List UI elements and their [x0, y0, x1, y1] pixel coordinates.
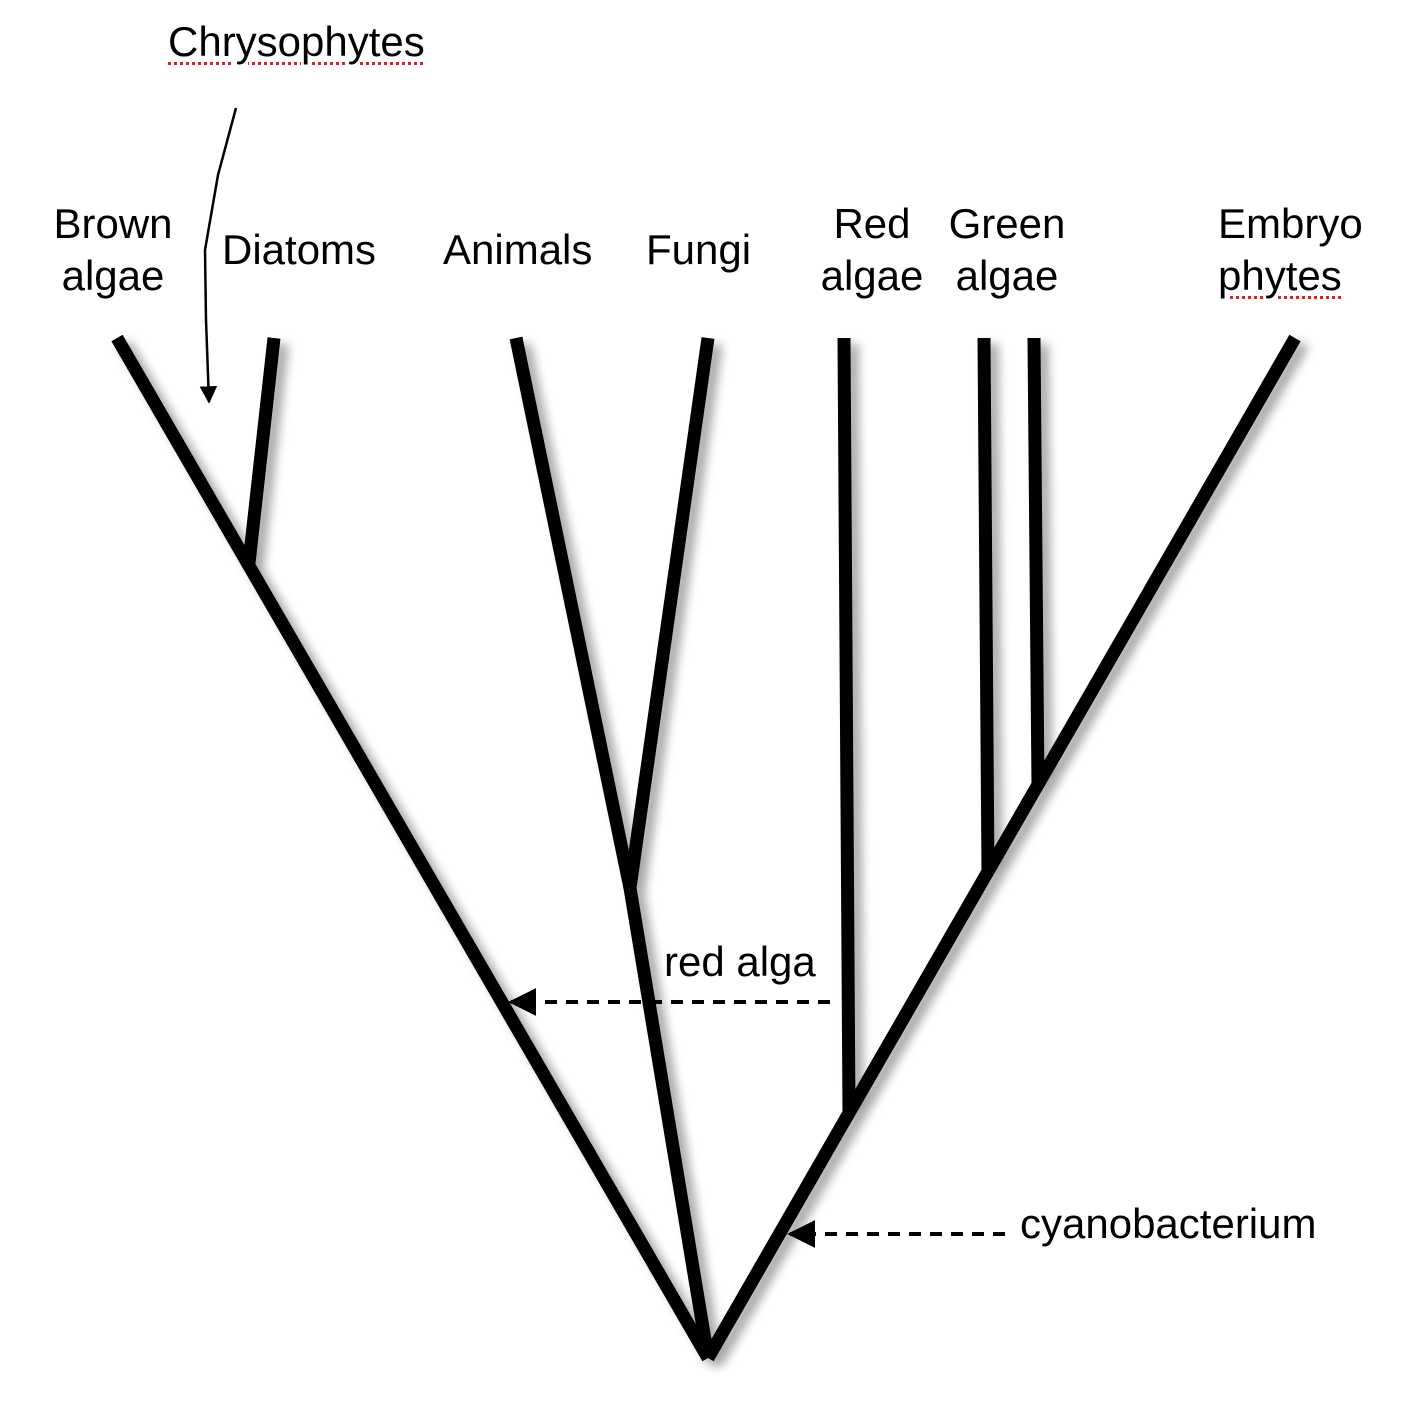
taxon-embryophytes-line1: Embryo: [1218, 200, 1363, 247]
branch-brown-algae: [111, 334, 714, 1362]
chrysophytes-label: Chrysophytes: [168, 16, 425, 68]
chrysophytes-arrow: [199, 107, 238, 404]
taxon-brown-algae-line1: Brown: [53, 200, 173, 247]
tree-branches: [111, 334, 1301, 1362]
taxon-red-algae-line1: Red: [833, 200, 911, 247]
taxon-green-algae: Green algae: [940, 198, 1074, 302]
taxon-animals: Animals: [443, 224, 592, 276]
cyanobacterium-text: cyanobacterium: [1020, 1200, 1317, 1247]
taxon-embryophytes: Embryo phytes: [1218, 198, 1363, 302]
taxon-embryophytes-line2: phytes: [1218, 252, 1342, 299]
chrysophytes-text: Chrysophytes: [168, 18, 425, 65]
taxon-diatoms: Diatoms: [222, 224, 376, 276]
red-alga-label: red alga: [664, 936, 816, 988]
taxon-red-algae-line2: algae: [820, 252, 924, 299]
branch-diatoms: [242, 337, 281, 564]
branch-red-algae: [837, 337, 856, 1114]
taxon-brown-algae-line2: algae: [61, 252, 165, 299]
taxon-red-algae: Red algae: [808, 198, 936, 302]
taxon-diatoms-text: Diatoms: [222, 226, 377, 273]
branch-green-algae-2: [1027, 337, 1045, 787]
taxon-brown-algae: Brown algae: [38, 198, 188, 302]
taxon-green-algae-line1: Green: [948, 200, 1066, 247]
red-alga-text: red alga: [664, 938, 816, 985]
cyanobacterium-label: cyanobacterium: [1020, 1198, 1316, 1250]
taxon-fungi: Fungi: [646, 224, 751, 276]
taxon-fungi-text: Fungi: [646, 226, 752, 273]
branch-animals: [509, 336, 637, 890]
taxon-embryophytes-line2-wrap: phytes: [1218, 250, 1363, 302]
branch-fungi: [623, 337, 715, 889]
branch-animals-fungi-stem: [623, 886, 715, 1360]
branch-embryophytes: [702, 334, 1301, 1362]
taxon-green-algae-line2: algae: [955, 252, 1059, 299]
taxon-animals-text: Animals: [443, 226, 593, 273]
branch-green-algae-1: [977, 337, 995, 873]
